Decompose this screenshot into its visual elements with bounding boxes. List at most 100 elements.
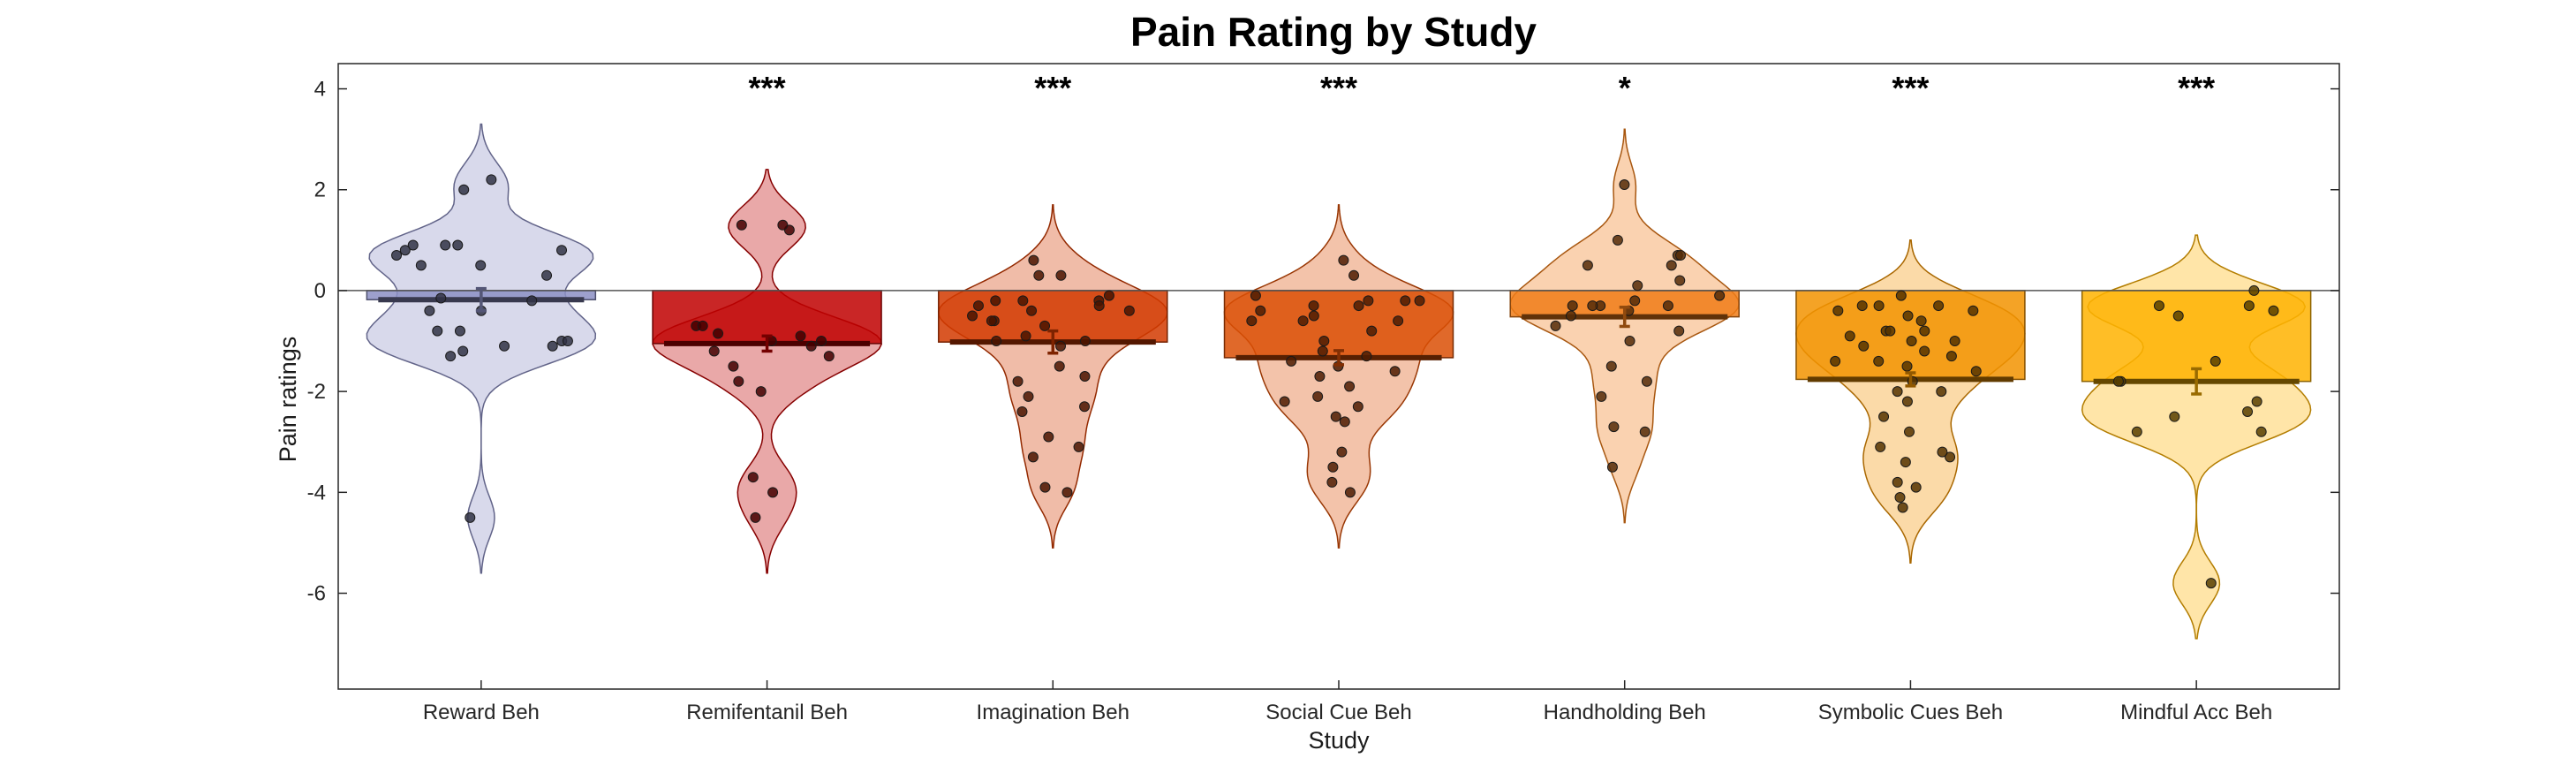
data-point-4-16 [1596, 390, 1607, 402]
data-point-0-19 [440, 239, 451, 251]
data-point-0-20 [465, 512, 476, 523]
data-point-4-14 [1608, 421, 1620, 433]
data-point-3-21 [1400, 295, 1411, 307]
data-point-0-17 [486, 174, 497, 186]
data-point-2-12 [1073, 441, 1084, 452]
data-point-4-2 [1662, 300, 1673, 312]
data-point-5-0 [1832, 305, 1844, 316]
data-point-6-0 [2153, 300, 2164, 312]
data-point-5-10 [1910, 481, 1922, 493]
data-point-5-3 [1949, 336, 1960, 347]
data-point-5-17 [1901, 360, 1913, 372]
data-point-5-32 [1901, 396, 1913, 407]
data-point-6-4 [2255, 426, 2267, 437]
data-point-2-3 [1079, 336, 1091, 347]
significance-marker-5: *** [1892, 70, 1929, 106]
violin-0 [366, 123, 597, 574]
data-point-2-29 [1020, 330, 1031, 342]
data-point-0-12 [457, 345, 469, 357]
data-point-3-29 [1361, 351, 1372, 362]
y-tick-label-4: 4 [314, 78, 326, 102]
significance-marker-4: * [1619, 70, 1631, 106]
data-point-4-11 [1666, 260, 1677, 271]
x-tick-label-5: Symbolic Cues Beh [1818, 701, 2003, 724]
data-point-1-12 [747, 472, 759, 483]
data-point-5-25 [1933, 300, 1945, 312]
data-point-4-23 [1629, 295, 1641, 307]
data-point-4-10 [1619, 179, 1630, 191]
data-point-1-9 [795, 330, 806, 342]
data-point-2-18 [967, 310, 978, 322]
data-point-3-28 [1393, 315, 1404, 327]
data-point-3-2 [1246, 315, 1258, 327]
data-point-3-25 [1366, 325, 1378, 337]
data-point-3-4 [1389, 366, 1401, 377]
data-point-4-0 [1674, 275, 1686, 286]
data-point-4-17 [1639, 426, 1651, 437]
data-point-5-28 [1844, 330, 1855, 342]
data-point-0-16 [399, 245, 411, 256]
data-point-0-18 [445, 351, 457, 362]
data-point-6-3 [2169, 411, 2180, 422]
data-point-1-15 [805, 340, 817, 352]
y-tick-label--2: -2 [307, 380, 326, 404]
data-point-5-1 [1902, 310, 1914, 322]
data-point-1-5 [697, 320, 708, 331]
data-point-1-17 [728, 360, 739, 372]
significance-layer: *** *** *** * *** *** [749, 70, 2216, 106]
data-point-3-7 [1352, 401, 1364, 413]
data-point-2-13 [1016, 405, 1028, 417]
significance-marker-3: *** [1320, 70, 1357, 106]
data-point-2-0 [1033, 269, 1045, 281]
data-point-0-9 [435, 292, 447, 304]
data-point-5-19 [1885, 325, 1896, 337]
x-tick-label-1: Remifentanil Beh [686, 701, 848, 724]
data-point-1-4 [713, 328, 724, 339]
data-point-3-0 [1338, 254, 1349, 266]
data-point-3-11 [1326, 476, 1338, 488]
data-point-4-9 [1674, 249, 1686, 261]
data-point-3-1 [1363, 295, 1374, 307]
data-point-5-5 [1970, 366, 1982, 377]
data-point-6-6 [2243, 300, 2255, 312]
data-point-0-22 [424, 305, 435, 316]
data-point-3-8 [1312, 390, 1324, 402]
data-point-1-6 [816, 336, 827, 347]
data-point-4-24 [1587, 300, 1598, 312]
x-tick-label-4: Handholding Beh [1544, 701, 1706, 724]
data-point-3-30 [1414, 295, 1425, 307]
data-point-5-26 [1873, 355, 1885, 367]
y-tick-label--4: -4 [307, 481, 326, 504]
x-tick-label-2: Imagination Beh [977, 701, 1129, 724]
significance-marker-1: *** [749, 70, 786, 106]
data-point-0-0 [541, 269, 553, 281]
data-point-3-27 [1348, 269, 1360, 281]
x-axis-title: Study [1308, 727, 1370, 754]
data-point-4-4 [1567, 300, 1578, 312]
data-point-1-16 [823, 351, 835, 362]
data-point-0-6 [452, 239, 464, 251]
data-point-0-13 [415, 260, 427, 271]
data-point-2-4 [1054, 360, 1065, 372]
data-point-5-24 [1919, 325, 1930, 337]
data-point-2-14 [1079, 371, 1091, 382]
data-point-5-13 [1892, 476, 1903, 488]
x-tick-label-0: Reward Beh [423, 701, 540, 724]
significance-marker-2: *** [1034, 70, 1071, 106]
data-point-5-34 [1830, 355, 1841, 367]
y-axis-title: Pain ratings [275, 337, 301, 463]
data-point-3-12 [1344, 487, 1356, 498]
data-point-0-23 [526, 295, 538, 307]
data-point-2-2 [1026, 305, 1038, 316]
data-point-2-28 [991, 336, 1002, 347]
data-point-5-23 [1945, 351, 1957, 362]
data-point-5-9 [1900, 457, 1911, 468]
data-point-5-8 [1875, 441, 1886, 452]
data-point-4-5 [1714, 290, 1726, 301]
data-point-0-2 [391, 249, 403, 261]
data-point-3-6 [1339, 416, 1350, 428]
data-point-4-12 [1624, 336, 1635, 347]
data-point-3-17 [1308, 310, 1319, 322]
data-point-2-26 [1039, 320, 1051, 331]
